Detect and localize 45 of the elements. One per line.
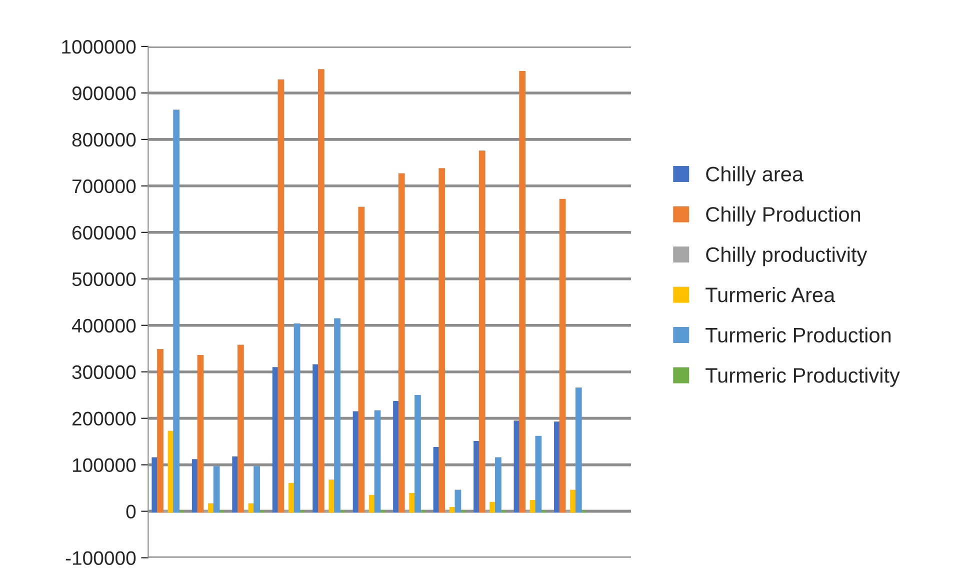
- bar: [559, 198, 566, 512]
- bar: [409, 493, 416, 512]
- bar: [157, 348, 164, 512]
- bar: [334, 318, 340, 512]
- legend-label: Turmeric Area: [706, 286, 836, 302]
- bar: [438, 168, 446, 512]
- bar: [294, 323, 300, 512]
- bar: [197, 354, 204, 512]
- bar: [575, 388, 582, 512]
- bar: [358, 206, 365, 512]
- y-tick-label: 900000: [72, 86, 136, 100]
- bar: [173, 110, 180, 512]
- bar: [278, 79, 284, 512]
- y-tick-label: 800000: [72, 132, 136, 147]
- bar: [213, 466, 220, 512]
- bar: [519, 71, 526, 512]
- y-tick-label: 300000: [72, 365, 136, 380]
- bar: [490, 502, 496, 512]
- y-tick-label: 0: [126, 504, 136, 519]
- bar: [414, 394, 421, 512]
- legend-label: Turmeric Production: [706, 327, 891, 343]
- legend-label: Chilly productivity: [706, 246, 868, 266]
- bar: [398, 173, 405, 512]
- legend-label: Chilly area: [706, 166, 804, 186]
- bar: [535, 436, 542, 512]
- y-tick-label: -100000: [66, 551, 136, 565]
- y-tick-label: 1000000: [62, 40, 136, 54]
- legend-label: Chilly Production: [706, 206, 860, 226]
- y-tick-label: 600000: [72, 226, 136, 240]
- bar: [208, 503, 214, 512]
- y-tick-label: 700000: [72, 179, 136, 194]
- y-tick-label: 200000: [72, 412, 136, 426]
- bar: [318, 69, 324, 512]
- y-tick-label: 500000: [72, 272, 136, 286]
- y-tick-label: 100000: [72, 458, 136, 472]
- bar: [449, 506, 456, 512]
- bar: [254, 466, 260, 512]
- y-tick-label: 400000: [72, 318, 136, 333]
- bar: [238, 344, 244, 512]
- bar: [454, 490, 462, 512]
- bar: [495, 457, 502, 512]
- bar: [374, 410, 381, 512]
- bar: [368, 494, 376, 512]
- bar: [478, 150, 486, 512]
- legend-label: Turmeric Productivity: [706, 367, 900, 387]
